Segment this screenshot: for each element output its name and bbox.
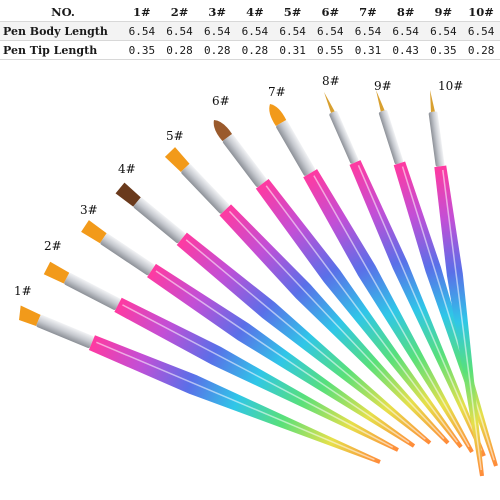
- column-header: 6#: [321, 5, 340, 19]
- brush-handle-facet: [185, 239, 426, 440]
- brush-10: [428, 90, 484, 477]
- brush-handle-facet: [313, 175, 470, 448]
- brush-9: [376, 90, 498, 467]
- brush-2: [43, 261, 399, 452]
- brush-ferrule: [181, 164, 230, 214]
- brush-number-label: 1#: [14, 284, 32, 298]
- brush-handle-facet: [401, 166, 495, 461]
- brush-handle: [114, 297, 399, 452]
- brush-4: [115, 182, 432, 445]
- row-label: Pen Body Length: [3, 24, 108, 38]
- column-header: 3#: [208, 5, 227, 19]
- table-cell: 6.54: [166, 24, 193, 38]
- brush-number-label: 8#: [322, 74, 340, 88]
- brush-ferrule: [222, 134, 267, 187]
- table-cell: 6.54: [241, 24, 269, 38]
- brush-ferrule: [378, 110, 404, 165]
- table-row: Pen Tip Length 0.35 0.28 0.28 0.28 0.31 …: [0, 41, 500, 60]
- brush-ferrule: [100, 233, 155, 276]
- column-header: 9#: [434, 5, 453, 19]
- table-cell: 0.55: [317, 43, 344, 57]
- brush-handle-facet: [265, 185, 458, 443]
- brush-bristle-tip: [19, 305, 41, 326]
- brush-handle-facet: [442, 169, 482, 471]
- brush-ferrule: [133, 197, 186, 244]
- brush-handle: [303, 169, 474, 454]
- brush-number-label: 2#: [44, 239, 62, 253]
- column-header: 1#: [133, 5, 151, 19]
- brush-handle: [88, 335, 381, 464]
- brush-ferrule: [428, 111, 445, 167]
- column-header: 7#: [359, 5, 377, 19]
- table-cell: 6.54: [392, 24, 419, 38]
- brush-bristle-tip: [43, 261, 70, 284]
- column-header: 5#: [283, 5, 302, 19]
- table-cell: 6.54: [128, 24, 156, 38]
- brush-ferrule: [36, 315, 94, 349]
- table-cell: 6.54: [279, 24, 306, 38]
- brush-5: [164, 147, 450, 445]
- table-cell: 0.28: [203, 43, 231, 57]
- brush-ferrule: [276, 120, 316, 176]
- brush-number-label: 5#: [166, 129, 184, 143]
- brush-bristle-tip: [376, 90, 385, 112]
- brush-8: [324, 92, 486, 457]
- brush-ferrule: [329, 110, 359, 164]
- table-cell: 0.28: [467, 43, 495, 57]
- table-cell: 0.28: [166, 43, 193, 57]
- brush-number-label: 10#: [438, 79, 463, 93]
- table-cell: 0.28: [241, 43, 269, 57]
- brush-1: [19, 305, 381, 464]
- brush-handle-facet: [357, 165, 483, 451]
- brush-handle: [147, 263, 416, 448]
- table-cell: 6.54: [203, 24, 231, 38]
- brush-handle-facet: [122, 304, 394, 448]
- brush-handle: [349, 160, 486, 457]
- header-label: NO.: [51, 5, 75, 19]
- row-label: Pen Tip Length: [3, 43, 98, 57]
- brush-6: [213, 120, 463, 449]
- spec-table: NO. 1# 2# 3# 4# 5# 6# 7# 8# 9# 10# Pen B…: [0, 3, 500, 60]
- table-cell: 0.35: [128, 43, 156, 57]
- table-cell: 6.54: [467, 24, 495, 38]
- column-header: 10#: [468, 5, 494, 19]
- brush-handle: [393, 161, 498, 467]
- brush-handle-facet: [228, 210, 445, 440]
- brush-handle-facet: [155, 270, 410, 444]
- column-header: 4#: [246, 5, 264, 19]
- brush-3: [81, 220, 416, 448]
- brush-handle: [219, 204, 450, 445]
- table-row: Pen Body Length 6.54 6.54 6.54 6.54 6.54…: [0, 21, 500, 41]
- table-cell: 6.54: [317, 24, 344, 38]
- brush-number-label: 9#: [374, 79, 392, 93]
- column-header: 2#: [170, 5, 189, 19]
- table-cell: 6.54: [430, 24, 457, 38]
- brush-bristle-tip: [324, 92, 335, 113]
- spec-table-header: NO. 1# 2# 3# 4# 5# 6# 7# 8# 9# 10#: [0, 3, 500, 22]
- table-cell: 6.54: [354, 24, 382, 38]
- brush-bristle-tip: [430, 90, 435, 113]
- column-header: 8#: [396, 5, 415, 19]
- brush-handle-facet: [96, 341, 375, 461]
- brush-handle: [255, 179, 463, 449]
- brush-bristle-tip: [115, 182, 141, 207]
- brush-bristle-tip: [213, 120, 233, 142]
- brush-number-label: 3#: [80, 203, 98, 217]
- brush-bristle-tip: [269, 104, 287, 127]
- brush-number-label: 6#: [212, 94, 230, 108]
- table-cell: 0.43: [392, 43, 419, 57]
- brush-handle: [176, 232, 432, 445]
- brush-number-label: 7#: [268, 85, 286, 99]
- table-cell: 0.31: [279, 43, 306, 57]
- table-cell: 0.31: [354, 43, 382, 57]
- brush-handle: [434, 165, 484, 477]
- brush-bristle-tip: [81, 220, 107, 244]
- brush-number-label: 4#: [118, 162, 136, 176]
- brush-7: [269, 104, 474, 454]
- table-cell: 0.35: [430, 43, 457, 57]
- brush-bristle-tip: [164, 147, 190, 173]
- brush-ferrule: [64, 273, 121, 310]
